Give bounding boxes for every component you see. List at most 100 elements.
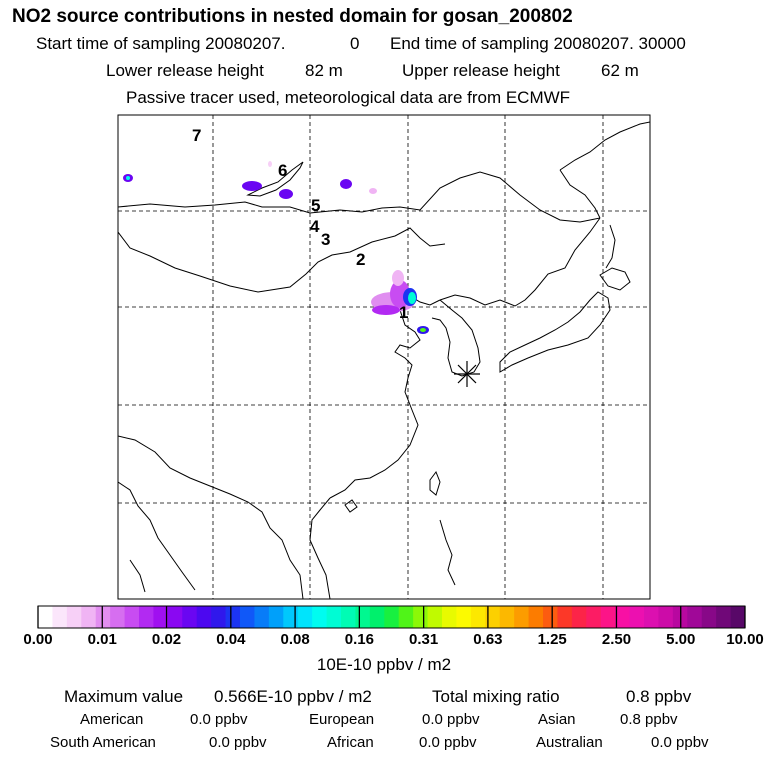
- colorbar-cell: [687, 606, 703, 628]
- asterisk-icon: [454, 361, 480, 387]
- border-south: [118, 435, 304, 599]
- colorbar-cell: [442, 606, 457, 628]
- colorbar-cell: [182, 606, 198, 628]
- region-label-3: 3: [321, 230, 330, 249]
- colorbar-cell: [196, 606, 212, 628]
- region-label-5: 5: [311, 196, 320, 215]
- colorbar-cell: [326, 606, 342, 628]
- total-mixing-label: Total mixing ratio: [432, 687, 560, 706]
- colorbar-cell: [52, 606, 68, 628]
- colorbar-tick-label: 0.31: [409, 631, 439, 648]
- colorbar-tick-label: 0.63: [473, 631, 503, 648]
- max-value-label: Maximum value: [64, 687, 184, 706]
- coast-philippines: [439, 519, 456, 586]
- region-asian-name: Asian: [538, 711, 576, 728]
- colorbar-cell: [95, 606, 111, 628]
- region-american-value: 0.0 ppbv: [190, 711, 248, 728]
- colorbar-cell: [153, 606, 169, 628]
- upper-release-label: Upper release height: [402, 61, 560, 80]
- source-blob: [372, 305, 400, 315]
- colorbar-cell: [110, 606, 125, 628]
- lake-baikal: [246, 161, 304, 197]
- source-blob: [279, 189, 293, 199]
- border-sea: [129, 559, 146, 593]
- colorbar-separators: [37, 606, 746, 628]
- colorbar-cell: [470, 606, 486, 628]
- region-australian-value: 0.0 ppbv: [651, 734, 709, 751]
- region-european-name: European: [309, 711, 375, 728]
- source-blob: [420, 328, 426, 332]
- region-south-american-name: South American: [50, 734, 156, 751]
- colorbar-cell: [225, 606, 241, 628]
- colorbar-cells: [38, 606, 746, 628]
- colorbar-tick-label: 1.25: [537, 631, 567, 648]
- colorbar-tick-label: 0.16: [344, 631, 374, 648]
- colorbar-cell: [571, 606, 587, 628]
- source-blob: [242, 181, 262, 191]
- colorbar-cell: [658, 606, 674, 628]
- region-asian-value: 0.8 ppbv: [620, 711, 678, 728]
- source-blob: [408, 292, 416, 304]
- colorbar-cell: [528, 606, 544, 628]
- colorbar-cell: [586, 606, 602, 628]
- colorbar-cell: [600, 606, 616, 628]
- region-african-name: African: [327, 734, 374, 751]
- colorbar-cell: [369, 606, 385, 628]
- colorbar-tick-label: 0.00: [23, 631, 53, 648]
- colorbar-cell: [514, 606, 529, 628]
- colorbar-tick-label: 0.04: [216, 631, 246, 648]
- region-south-american-value: 0.0 ppbv: [209, 734, 267, 751]
- coast-hainan: [344, 499, 358, 513]
- border-india: [118, 481, 196, 591]
- coast-japan: [499, 291, 611, 373]
- colorbar-cell: [615, 606, 630, 628]
- colorbar-cell: [701, 606, 717, 628]
- colorbar-cell: [312, 606, 327, 628]
- coast-sakhalin: [605, 224, 616, 269]
- colorbar-tick-label: 2.50: [601, 631, 632, 648]
- source-blob: [268, 161, 272, 167]
- colorbar-cell: [730, 606, 746, 628]
- region-label-6: 6: [278, 161, 287, 180]
- source-blob: [392, 270, 404, 286]
- colorbar-tick-label: 5.00: [666, 631, 696, 648]
- colorbar-cell: [557, 606, 573, 628]
- colorbar-tick-label: 0.01: [87, 631, 117, 648]
- source-blob: [340, 179, 352, 189]
- colorbar-cell: [211, 606, 226, 628]
- colorbar-cell: [167, 606, 183, 628]
- start-time-value: 0: [350, 34, 360, 53]
- source-blob: [369, 188, 377, 194]
- source-blob: [126, 176, 130, 180]
- colorbar-cell: [644, 606, 659, 628]
- region-label-7: 7: [192, 126, 201, 145]
- model-note: Passive tracer used, meteorological data…: [126, 88, 571, 107]
- colorbar-tick-label: 10.00: [726, 631, 764, 648]
- colorbar-cell: [283, 606, 299, 628]
- colorbar-cell: [485, 606, 501, 628]
- colorbar-cell: [297, 606, 313, 628]
- colorbar-cell: [240, 606, 255, 628]
- coast-taiwan: [429, 470, 441, 496]
- colorbar-cell: [81, 606, 97, 628]
- total-mixing-value: 0.8 ppbv: [626, 687, 692, 706]
- colorbar-tick-label: 0.08: [280, 631, 310, 648]
- colorbar-cell: [543, 606, 558, 628]
- colorbar-tick-label: 0.02: [151, 631, 182, 648]
- coast-okhotsk: [559, 121, 650, 171]
- region-label-4: 4: [310, 217, 320, 236]
- region-label-2: 2: [356, 250, 365, 269]
- start-time-label: Start time of sampling 20080207.: [36, 34, 286, 53]
- colorbar-cell: [398, 606, 414, 628]
- colorbar-cell: [355, 606, 371, 628]
- border-mongolia-china: [118, 227, 446, 293]
- colorbar-cell: [427, 606, 443, 628]
- colorbar-cell: [413, 606, 428, 628]
- border-ne-china: [439, 217, 601, 307]
- colorbar-cell: [716, 606, 731, 628]
- chart-title: NO2 source contributions in nested domai…: [12, 6, 573, 27]
- border-russia-mongolia: [118, 171, 601, 223]
- colorbar-cell: [384, 606, 400, 628]
